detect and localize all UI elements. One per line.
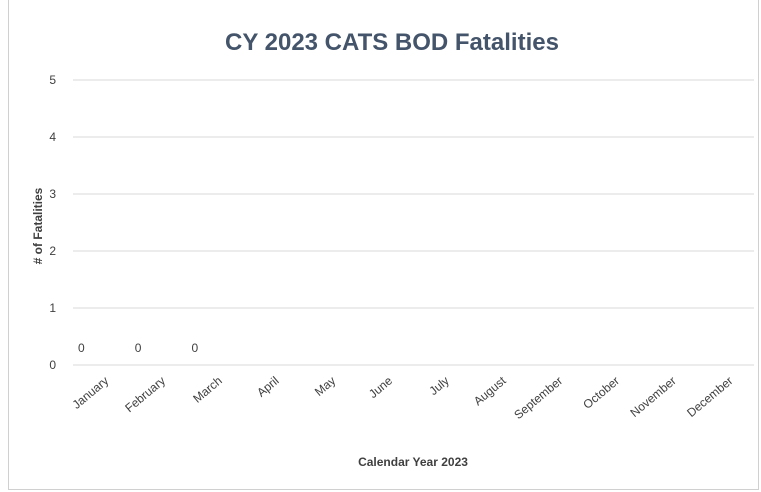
x-tick-label: November <box>627 374 678 420</box>
y-tick-label: 2 <box>49 244 56 258</box>
chart-frame: CY 2023 CATS BOD Fatalities 0 1 2 3 4 5 Janua… <box>8 0 759 490</box>
gridlines <box>73 79 754 366</box>
data-label: 0 <box>78 341 85 355</box>
x-tick-label: April <box>254 374 281 400</box>
chart-title: CY 2023 CATS BOD Fatalities <box>225 29 559 56</box>
y-tick-label: 0 <box>49 358 56 372</box>
x-tick-label: February <box>122 374 168 416</box>
x-tick-label: September <box>511 374 565 422</box>
data-label: 0 <box>192 341 199 355</box>
data-labels: 0 0 0 <box>78 341 199 355</box>
chart-svg: CY 2023 CATS BOD Fatalities 0 1 2 3 4 5 Janua… <box>31 29 754 469</box>
x-tick-label: June <box>366 373 395 401</box>
x-tick-label: January <box>70 374 112 412</box>
y-tick-label: 4 <box>49 130 56 144</box>
x-axis-ticks: January February March April May June July Augu… <box>70 373 736 422</box>
x-tick-label: May <box>312 374 338 399</box>
data-label: 0 <box>135 341 142 355</box>
x-tick-label: December <box>684 374 735 420</box>
x-tick-label: August <box>471 373 509 408</box>
y-tick-label: 1 <box>49 301 56 315</box>
x-tick-label: July <box>426 374 451 398</box>
y-tick-label: 5 <box>49 73 56 87</box>
x-axis-title: Calendar Year 2023 <box>358 455 468 469</box>
x-tick-label: October <box>580 374 622 412</box>
y-axis-ticks: 0 1 2 3 4 5 <box>49 73 56 372</box>
x-tick-label: March <box>190 374 225 406</box>
y-axis-title: # of Fatalities <box>31 187 45 264</box>
y-tick-label: 3 <box>49 187 56 201</box>
